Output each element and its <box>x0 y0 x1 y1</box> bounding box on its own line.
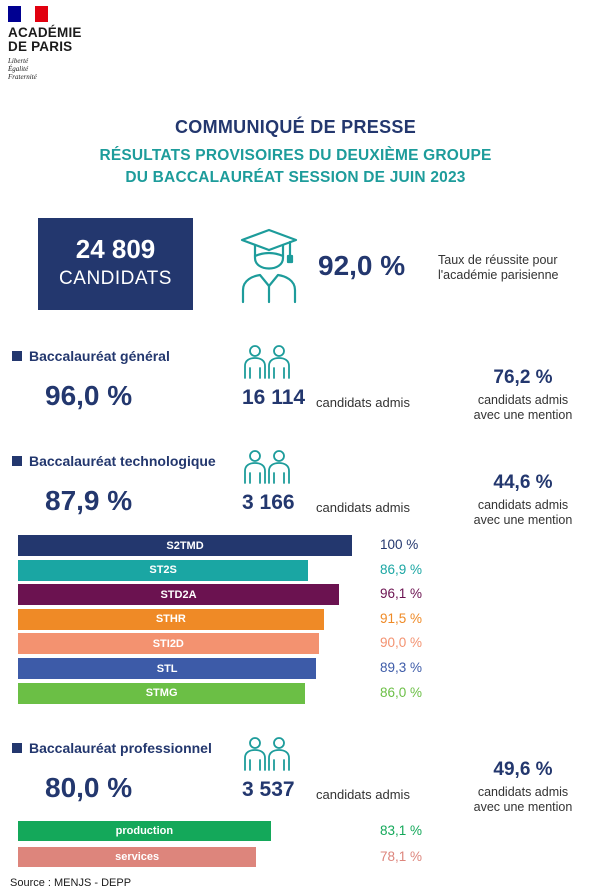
admis-label: candidats admis <box>316 787 410 802</box>
candidates-label: CANDIDATS <box>59 268 172 289</box>
bullet-square-icon <box>12 351 22 361</box>
mention-line1: candidats admis <box>477 785 569 799</box>
mention-line1: candidats admis <box>477 393 569 407</box>
admis-label: candidats admis <box>316 395 410 410</box>
bar-sti2d: STI2D <box>18 633 319 655</box>
mention-rate: 76,2 % <box>493 367 553 388</box>
success-rate-description: Taux de réussite pour l'académie parisie… <box>438 253 559 283</box>
admis-count: 3 537 <box>242 778 295 801</box>
section-success-rate: 96,0 % <box>45 380 133 411</box>
graduate-icon <box>240 228 298 304</box>
bar-value-s2tmd: 100 % <box>380 537 419 552</box>
french-flag-icon <box>8 6 48 22</box>
people-icon <box>242 449 292 490</box>
academie-logo: ACADÉMIE DE PARIS Liberté Égalité Frater… <box>8 6 98 81</box>
bar-value-stl: 89,3 % <box>380 660 423 675</box>
bar-production: production <box>18 821 271 841</box>
success-desc-line1: Taux de réussite pour <box>438 253 558 267</box>
bar-value-services: 78,1 % <box>380 849 423 864</box>
subtitle-line2: DU BACCALAURÉAT SESSION DE JUIN 2023 <box>125 169 466 186</box>
org-name: ACADÉMIE DE PARIS <box>8 26 98 54</box>
bar-stl: STL <box>18 658 317 679</box>
bullet-square-icon <box>12 456 22 466</box>
section-title-text: Baccalauréat général <box>29 348 170 364</box>
page-title: COMMUNIQUÉ DE PRESSE <box>174 117 417 137</box>
bullet-square-icon <box>12 743 22 753</box>
bar-std2a: STD2A <box>18 584 339 606</box>
bar-value-production: 83,1 % <box>380 823 423 838</box>
mention-label: candidats admis avec une mention <box>458 785 588 815</box>
section-success-rate: 80,0 % <box>45 772 133 803</box>
section-title: Baccalauréat professionnel <box>12 740 212 756</box>
mention-label: candidats admis avec une mention <box>458 393 588 423</box>
motto: Liberté Égalité Fraternité <box>8 57 98 81</box>
people-icon <box>242 736 292 777</box>
motto-egalite: Égalité <box>8 65 29 73</box>
success-desc-line2: l'académie parisienne <box>438 268 559 282</box>
subtitle-line1: RÉSULTATS PROVISOIRES DU DEUXIÈME GROUPE <box>99 147 492 164</box>
overall-success-rate: 92,0 % <box>318 250 406 281</box>
mention-line2: avec une mention <box>473 513 573 527</box>
bar-value-sti2d: 90,0 % <box>380 635 423 651</box>
admis-label: candidats admis <box>316 500 410 515</box>
section-title-text: Baccalauréat professionnel <box>29 740 212 756</box>
bar-stmg: STMG <box>18 682 306 704</box>
candidates-number: 24 809 <box>75 234 156 264</box>
admis-count: 3 166 <box>242 491 295 514</box>
mention-label: candidats admis avec une mention <box>458 498 588 528</box>
mention-line2: avec une mention <box>473 408 573 422</box>
admis-count: 16 114 <box>242 386 306 409</box>
mention-rate: 44,6 % <box>493 472 553 493</box>
org-line2: DE PARIS <box>8 39 73 54</box>
bar-value-sthr: 91,5 % <box>380 610 423 626</box>
mention-line1: candidats admis <box>477 498 569 512</box>
bar-services: services <box>18 847 257 867</box>
section-title: Baccalauréat technologique <box>12 453 216 469</box>
people-icon <box>242 344 292 385</box>
section-title-text: Baccalauréat technologique <box>29 453 216 469</box>
bar-value-st2s: 86,9 % <box>380 561 423 577</box>
bar-value-stmg: 86,0 % <box>380 684 423 700</box>
source-note: Source : MENJS - DEPP <box>10 877 132 889</box>
bar-s2tmd: S2TMD <box>18 535 352 556</box>
motto-fraternite: Fraternité <box>8 73 37 81</box>
motto-liberte: Liberté <box>8 57 29 65</box>
section-success-rate: 87,9 % <box>45 485 133 516</box>
bar-sthr: STHR <box>18 608 324 630</box>
candidates-box: 24 809 CANDIDATS <box>38 218 193 310</box>
section-title: Baccalauréat général <box>12 348 170 364</box>
mention-line2: avec une mention <box>473 800 573 814</box>
bar-st2s: ST2S <box>18 559 309 581</box>
org-line1: ACADÉMIE <box>8 25 82 40</box>
mention-rate: 49,6 % <box>493 759 553 780</box>
bar-value-std2a: 96,1 % <box>380 586 423 602</box>
